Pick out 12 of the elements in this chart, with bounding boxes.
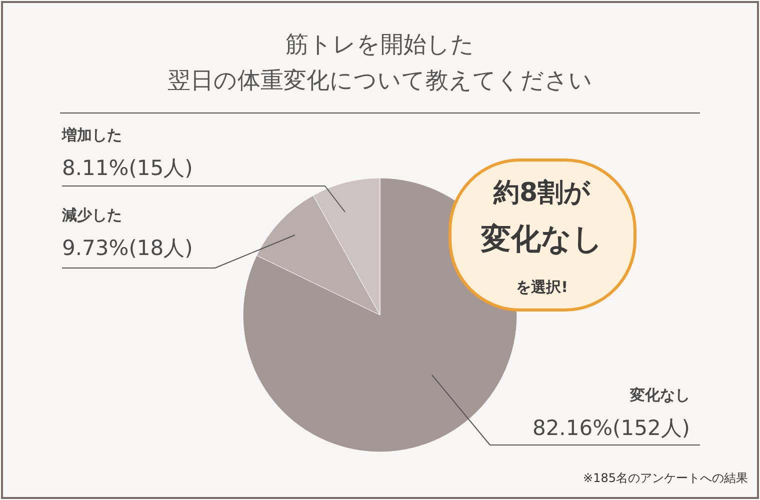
data-label: 9.73%(18人) xyxy=(62,236,193,260)
slice-label: 増加した xyxy=(61,126,122,144)
text: ※185名のアンケートへの結果 xyxy=(583,471,748,485)
chart-subtitle: 翌日の体重変化について教えてください xyxy=(168,68,592,94)
text: を選択! xyxy=(516,278,568,296)
slice-label: 減少した xyxy=(61,206,122,224)
text: 変化なし xyxy=(480,222,603,257)
chart-title: 筋トレを開始した xyxy=(286,32,474,58)
text: 約8割が xyxy=(492,178,592,208)
slice-label: 変化なし xyxy=(629,386,690,404)
data-label: 82.16%(152人) xyxy=(532,416,690,440)
data-label: 8.11%(15人) xyxy=(62,156,193,180)
